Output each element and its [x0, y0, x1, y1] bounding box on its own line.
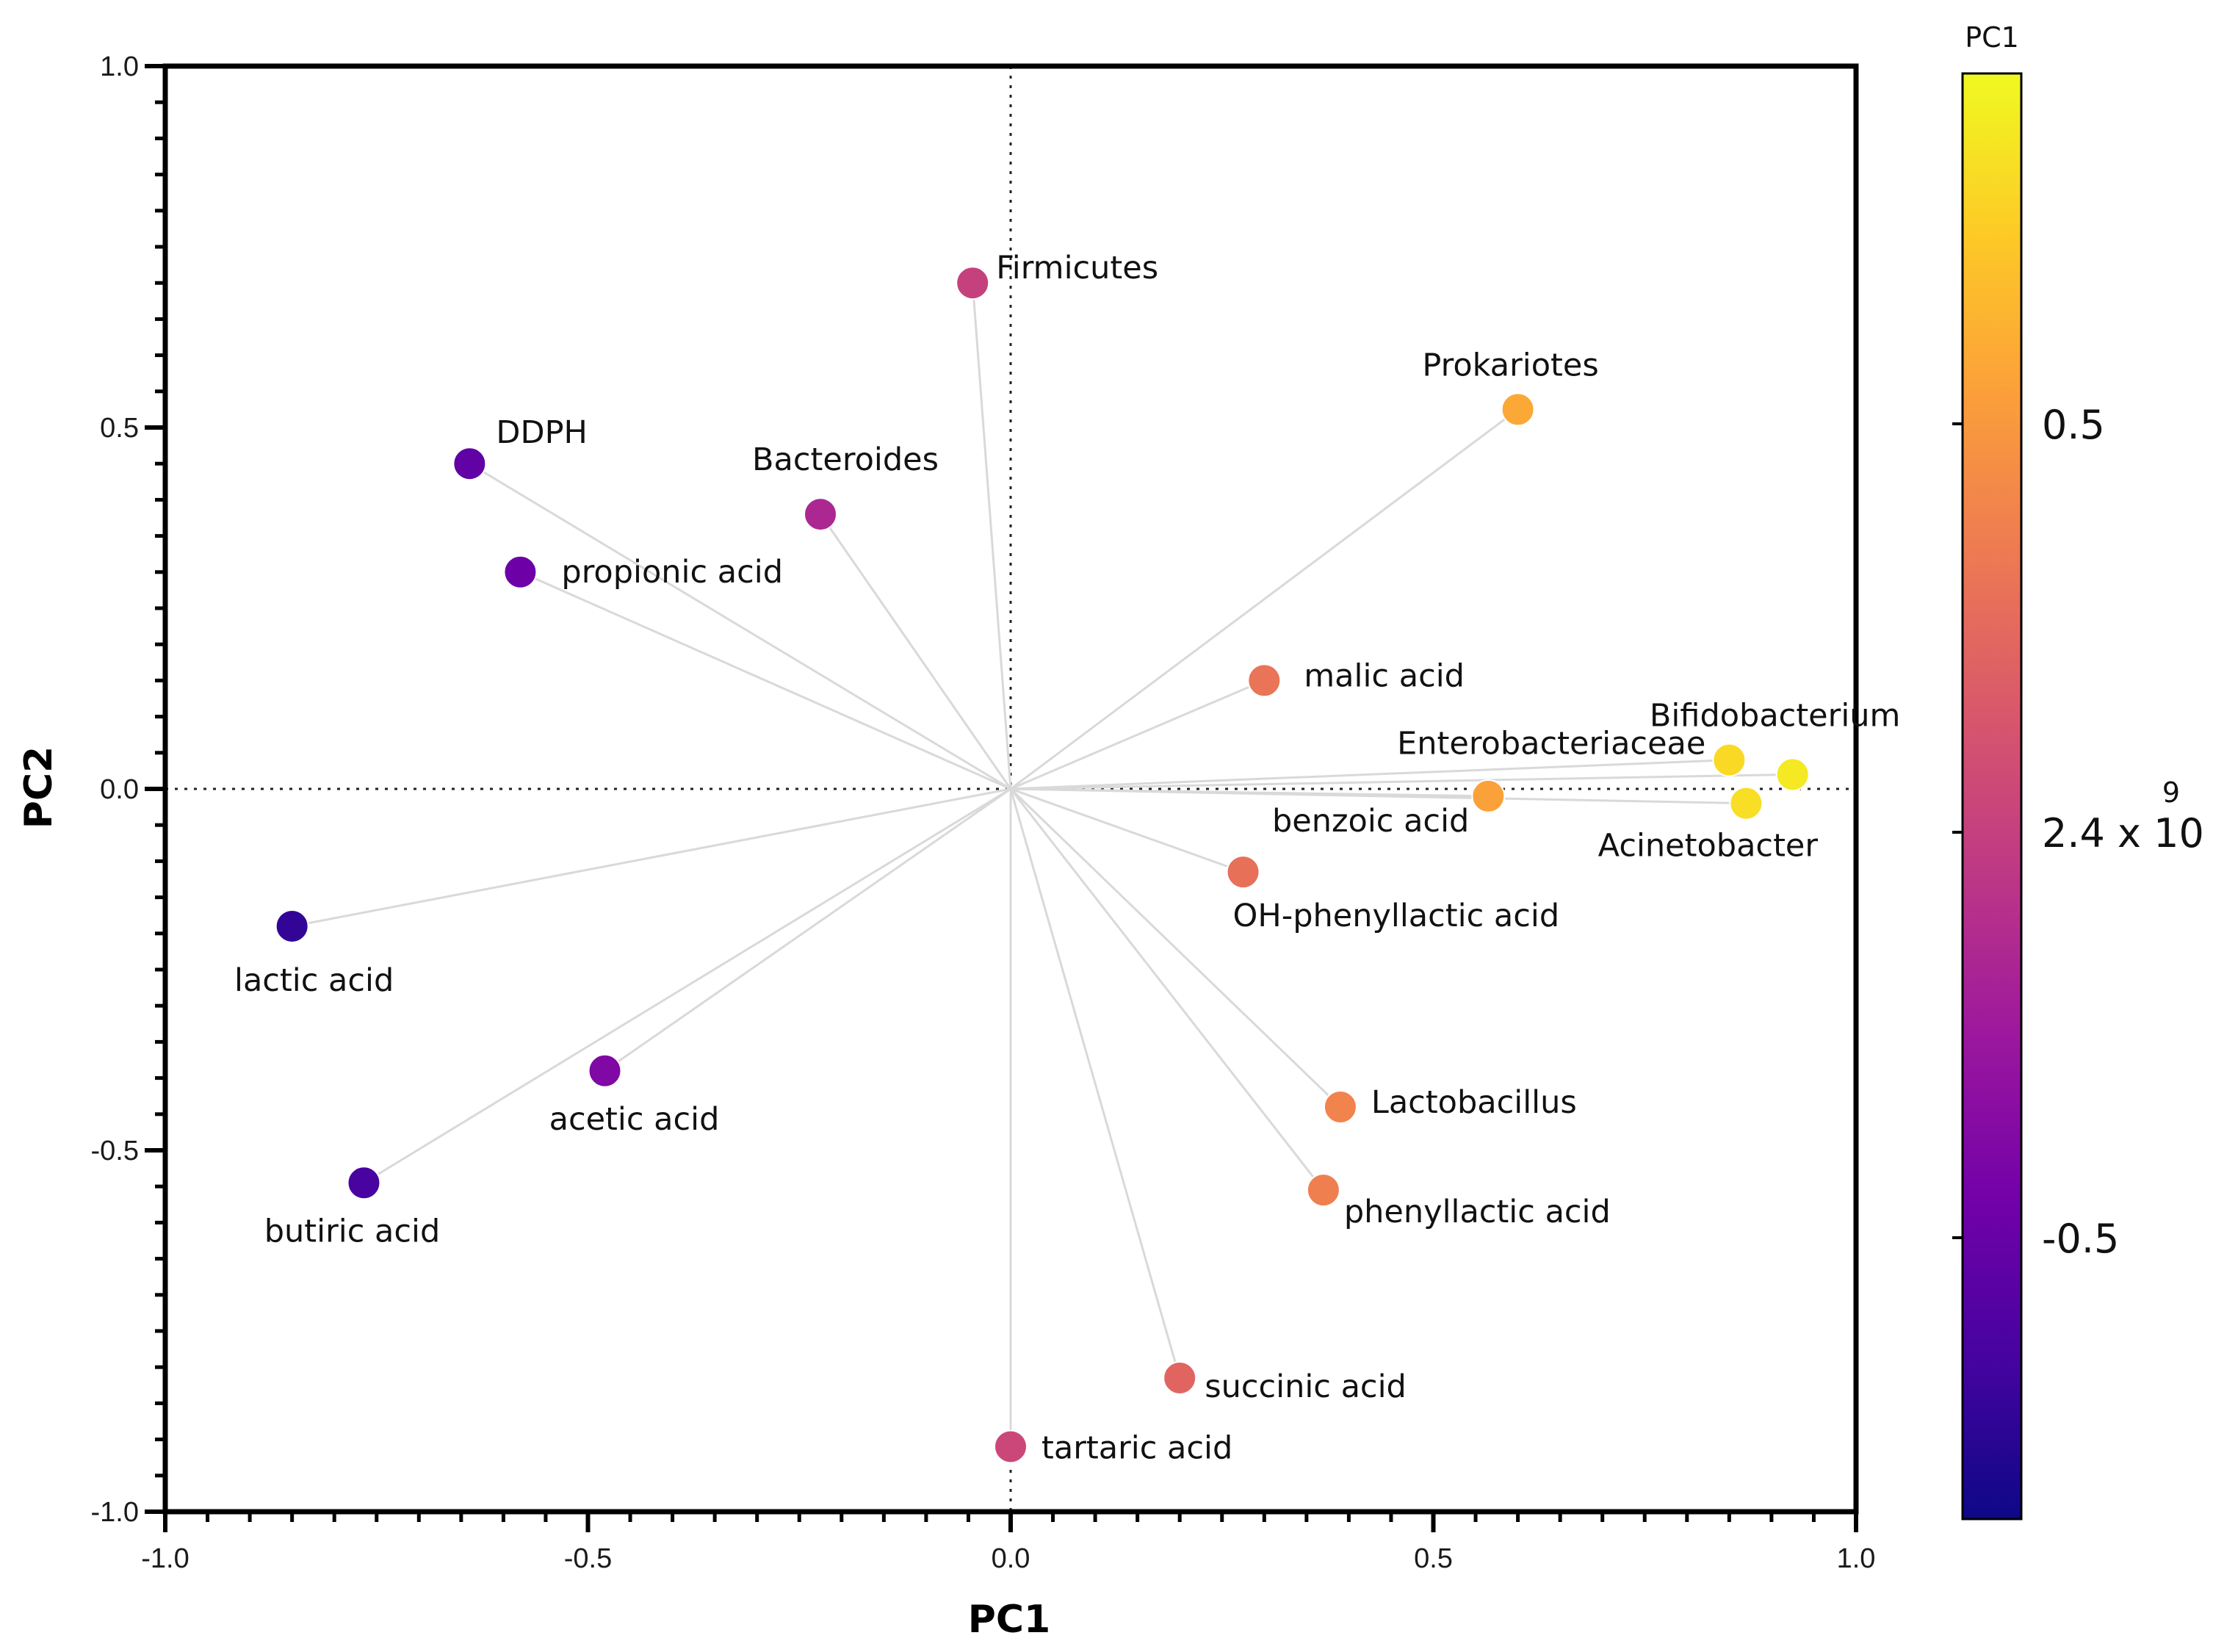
data-point [588, 1053, 622, 1088]
point-label: Bacteroides [752, 441, 939, 478]
colorbar-gradient [1961, 72, 2023, 1521]
point-label: Lactobacillus [1371, 1084, 1577, 1121]
point-label: Firmicutes [996, 250, 1158, 286]
loading-ray [1010, 679, 1265, 790]
point-label: DDPH [496, 414, 588, 451]
x-tick-label: 0.5 [1414, 1543, 1453, 1574]
data-point [1247, 663, 1282, 698]
data-point [1323, 1089, 1357, 1124]
point-labels: Firmicutes Prokariotes DDPH Bacteroides prop… [234, 250, 1900, 1466]
loading-ray [1009, 787, 1341, 1108]
point-label: malic acid [1304, 657, 1465, 694]
point-label: Acinetobacter [1598, 828, 1819, 865]
x-tick-label: -0.5 [564, 1543, 612, 1574]
loading-ray [519, 571, 1011, 790]
loading-ray [469, 462, 1011, 790]
data-point [1226, 855, 1260, 890]
data-point [275, 909, 309, 943]
data-point [452, 447, 487, 481]
colorbar-tick-label: -0.5 [2042, 1216, 2119, 1262]
data-points [275, 266, 1810, 1464]
point-label: lactic acid [234, 962, 394, 999]
point-label: acetic acid [549, 1101, 720, 1138]
data-point [1163, 1360, 1197, 1395]
loading-ray [1009, 788, 1181, 1379]
point-label: tartaric acid [1041, 1429, 1232, 1466]
point-label: Enterobacteriaceae [1397, 726, 1705, 762]
y-tick-label: 0.5 [100, 413, 139, 444]
point-label: phenyllactic acid [1344, 1194, 1611, 1230]
point-label: benzoic acid [1272, 803, 1469, 840]
data-point [994, 1429, 1028, 1464]
data-point [1775, 757, 1810, 792]
colorbar-exponent: 9 [2162, 776, 2180, 809]
y-axis-title: PC2 [17, 746, 61, 829]
point-label: butiric acid [264, 1213, 441, 1249]
axis-ticks: -1.0 -0.5 0.0 0.5 1.0 -1.0 -0.5 0.0 0.5 1.0 [91, 51, 1876, 1574]
loading-ray [1010, 787, 1747, 805]
y-tick-label: 0.0 [100, 774, 139, 805]
point-label: Bifidobacterium [1650, 697, 1901, 734]
loading-ray [1010, 759, 1730, 790]
point-label: succinic acid [1205, 1368, 1407, 1405]
loading-ray [292, 787, 1011, 928]
data-point [1306, 1173, 1340, 1208]
colorbar-title: PC1 [1965, 21, 2019, 54]
colorbar-tick-label: 2.4 x 10 [2042, 810, 2204, 856]
loading-ray [1010, 787, 1244, 873]
loading-ray [363, 787, 1011, 1184]
data-point [503, 555, 538, 589]
colorbar-tick-label: 0.5 [2042, 402, 2105, 448]
loading-ray [604, 787, 1011, 1072]
loading-ray [971, 283, 1012, 790]
x-tick-label: 1.0 [1837, 1543, 1876, 1574]
point-label: propionic acid [561, 554, 783, 591]
x-tick-label: 0.0 [992, 1543, 1030, 1574]
loading-ray [1010, 408, 1519, 790]
data-point [804, 497, 838, 532]
loading-rays [292, 283, 1793, 1447]
data-point [1501, 392, 1535, 427]
data-point [1712, 743, 1747, 777]
data-point [956, 266, 990, 300]
point-label: OH-phenyllactic acid [1233, 898, 1560, 934]
data-point [347, 1166, 381, 1200]
axis-titles: PC1 PC2 [17, 746, 1050, 1642]
loading-ray [819, 513, 1012, 790]
point-label: Prokariotes [1422, 347, 1598, 383]
y-tick-label: 1.0 [100, 51, 139, 82]
loading-ray [1010, 773, 1793, 790]
x-axis-title: PC1 [968, 1598, 1050, 1642]
y-tick-label: -0.5 [91, 1136, 139, 1166]
y-tick-label: -1.0 [91, 1497, 139, 1528]
data-point [1471, 779, 1506, 813]
colorbar: PC1 0.5 2.4 x 10 -0.5 9 [1952, 21, 2204, 1521]
data-point [1729, 786, 1763, 820]
loading-ray [1009, 788, 1325, 1191]
x-tick-label: -1.0 [141, 1543, 189, 1574]
